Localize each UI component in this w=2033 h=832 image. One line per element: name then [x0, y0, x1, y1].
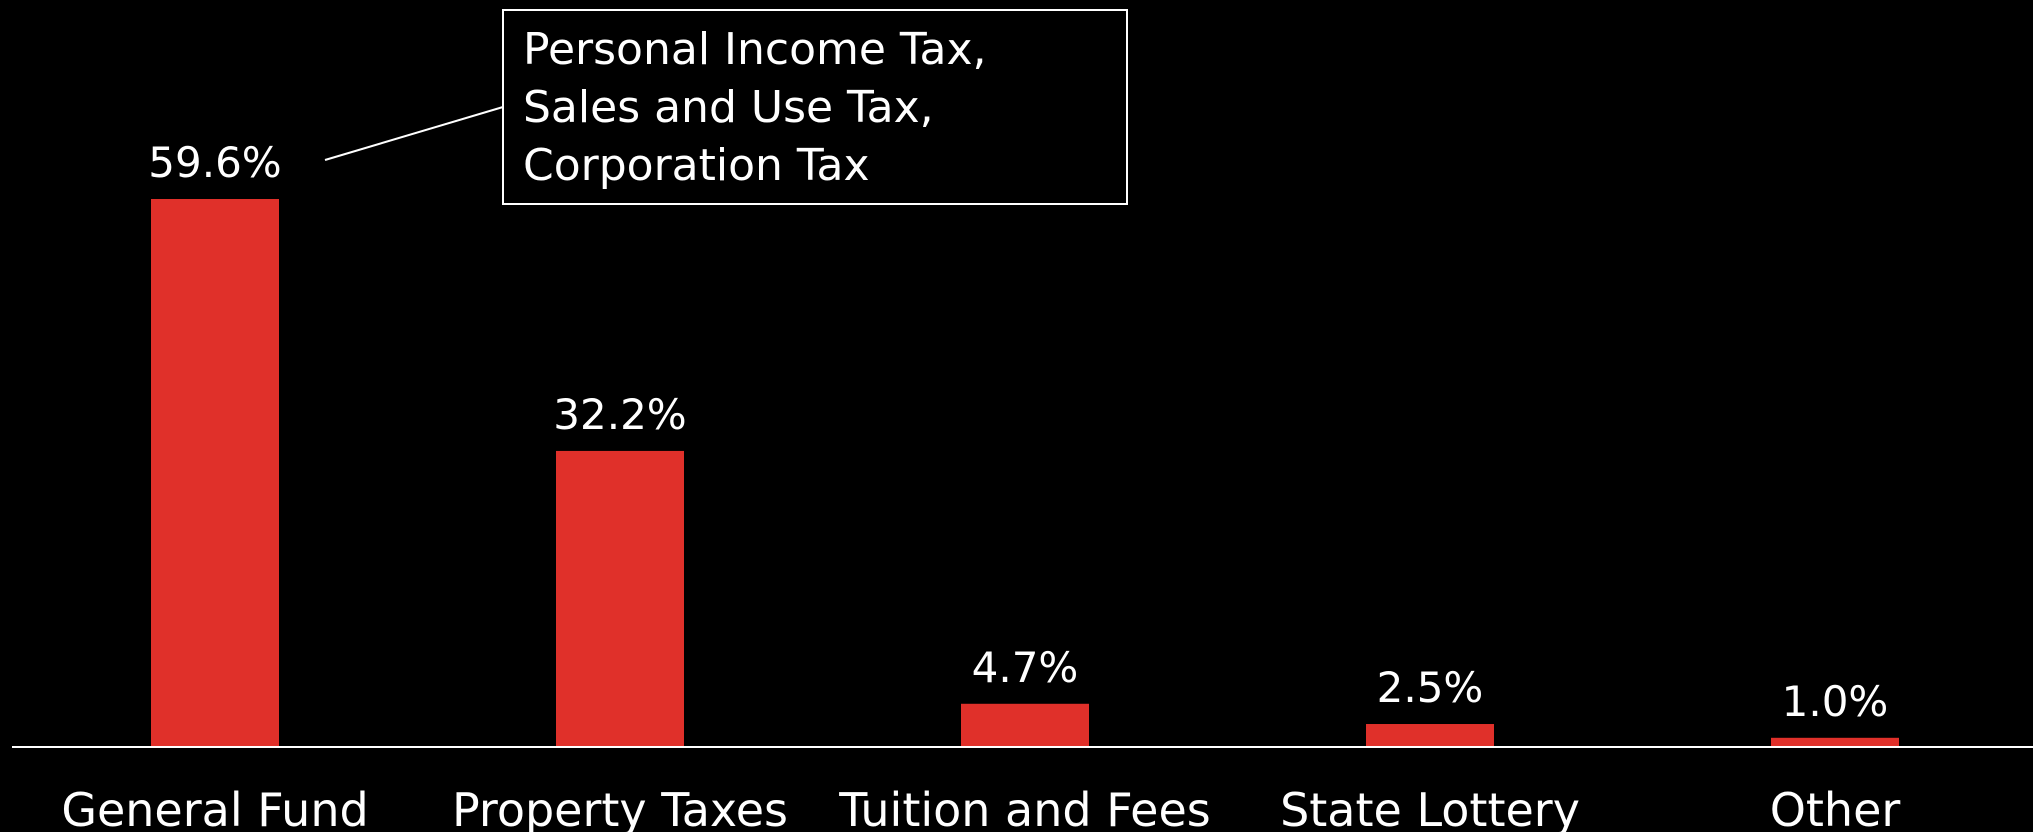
data-label: 2.5%: [1377, 663, 1484, 712]
x-tick-label: Tuition and Fees: [838, 783, 1210, 832]
x-tick-label: General Fund: [61, 783, 368, 832]
callout-text-line: Corporation Tax: [523, 140, 870, 191]
x-tick-label: State Lottery: [1280, 783, 1580, 832]
bar-state-lottery: [1366, 724, 1494, 747]
bar-tuition-and-fees: [961, 703, 1089, 747]
data-label: 1.0%: [1782, 677, 1889, 726]
data-label: 32.2%: [553, 390, 686, 439]
callout-text-line: Sales and Use Tax,: [523, 82, 934, 133]
x-tick-label: Property Taxes: [452, 783, 788, 832]
callout-leader-line: [324, 106, 504, 161]
data-label: 4.7%: [972, 643, 1079, 692]
bar-property-taxes: [556, 450, 684, 747]
bar-general-fund: [151, 199, 279, 747]
callout-box: [502, 9, 1128, 205]
bar-other: [1771, 737, 1899, 747]
data-label: 59.6%: [148, 138, 281, 187]
x-tick-label: Other: [1770, 783, 1901, 832]
callout-text-line: Personal Income Tax,: [523, 24, 987, 75]
